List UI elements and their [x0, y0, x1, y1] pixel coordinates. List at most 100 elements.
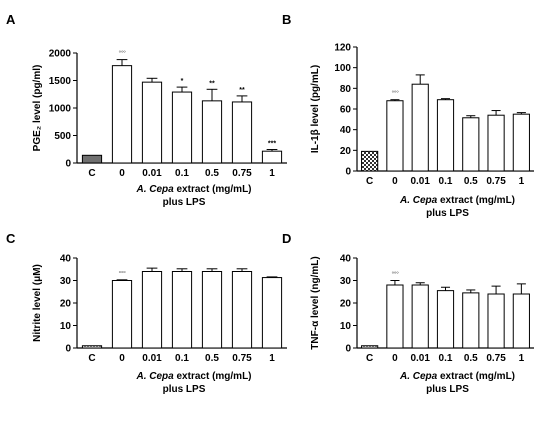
y-tick-label: 40 [60, 254, 72, 265]
x-tick-label: 0 [119, 353, 125, 364]
x-axis-label-unit: extract (mg/mL) [174, 184, 252, 195]
x-tick-label: 0.01 [142, 353, 162, 364]
significance-mark: °°° [119, 270, 127, 278]
y-tick-label: 2000 [49, 49, 72, 60]
x-axis-label-line2: plus LPS [426, 384, 469, 395]
y-tick-label: 20 [60, 299, 72, 310]
x-tick-label: C [88, 353, 95, 364]
significance-mark: ** [239, 87, 245, 94]
x-tick-label: 0.5 [464, 353, 478, 364]
panel-letter: A [6, 12, 16, 27]
bar-1 [512, 293, 530, 349]
y-tick-label: 10 [340, 321, 352, 332]
bar-0.1 [436, 290, 455, 349]
y-tick-label: 40 [340, 125, 352, 136]
x-axis-label-unit: extract (mg/mL) [174, 371, 252, 382]
bar-0 [386, 100, 404, 172]
bar-1 [261, 150, 283, 164]
x-tick-label: 0.1 [439, 176, 453, 187]
significance-mark: °°° [391, 90, 399, 98]
x-axis-label-species: A. Cepa [399, 195, 438, 206]
y-tick-label: 0 [65, 344, 71, 355]
x-axis-label-line2: plus LPS [163, 384, 206, 395]
bar-0.01 [141, 271, 163, 349]
significance-mark: ** [209, 80, 215, 87]
x-tick-label: 0.5 [205, 168, 219, 179]
x-axis-label-unit: extract (mg/mL) [437, 371, 515, 382]
y-axis-label: Nitrite level (μM) [32, 264, 43, 342]
y-tick-label: 0 [345, 167, 351, 178]
bar-0.75 [487, 114, 505, 172]
bar-0.75 [231, 271, 253, 349]
bar-0 [111, 65, 133, 164]
x-tick-label: 0 [119, 168, 125, 179]
x-axis-label-species: A. Cepa [135, 371, 174, 382]
y-axis-label: PGE₂ level (pg/ml) [32, 65, 43, 152]
x-tick-label: 0 [392, 176, 398, 187]
y-tick-label: 30 [60, 276, 72, 287]
y-tick-label: 100 [334, 63, 351, 74]
y-tick-label: 120 [334, 43, 351, 54]
significance-mark: °°° [119, 50, 127, 58]
x-axis-label: A. Cepa extract (mg/mL) [135, 184, 251, 195]
y-tick-label: 500 [54, 131, 71, 142]
significance-mark: *** [268, 141, 276, 148]
x-tick-label: 1 [519, 353, 525, 364]
x-tick-label: 0.75 [486, 353, 506, 364]
x-axis-label-line2: plus LPS [426, 208, 469, 219]
y-tick-label: 0 [65, 159, 71, 170]
panel-letter: B [282, 12, 291, 27]
x-tick-label: 0.75 [486, 176, 506, 187]
x-tick-label: C [366, 353, 373, 364]
y-axis-label: IL-1β level (pg/mL) [310, 65, 321, 153]
x-axis-label: A. Cepa extract (mg/mL) [135, 371, 251, 382]
bar-0.75 [231, 101, 253, 164]
x-axis-label: A. Cepa extract (mg/mL) [399, 371, 515, 382]
x-tick-label: 0.1 [175, 353, 189, 364]
panel-b: B 0 20 40 60 80 100 120 IL-1β level (pg/mL) C °°° 0… [282, 12, 534, 219]
bar-C [361, 345, 379, 349]
panel-letter: C [6, 231, 16, 246]
y-tick-label: 0 [345, 344, 351, 355]
y-tick-label: 20 [340, 146, 352, 157]
panel-d: D 0 10 20 30 40 TNF-α level (ng/mL) C °°° 0 0.01 0.… [282, 231, 534, 395]
bar-0.01 [141, 81, 163, 164]
x-tick-label: 0.75 [232, 353, 252, 364]
x-tick-label: 0.1 [175, 168, 189, 179]
x-axis-label: A. Cepa extract (mg/mL) [399, 195, 515, 206]
bar-0.5 [201, 271, 223, 349]
x-tick-label: C [88, 168, 95, 179]
y-tick-label: 1000 [49, 104, 72, 115]
x-tick-label: 0.75 [232, 168, 252, 179]
panel-letter: D [282, 231, 291, 246]
x-axis-label-species: A. Cepa [399, 371, 438, 382]
y-tick-label: 40 [340, 254, 352, 265]
y-tick-label: 30 [340, 276, 352, 287]
y-tick-label: 10 [60, 321, 72, 332]
bar-0.01 [411, 83, 429, 172]
bar-0 [386, 284, 404, 349]
bar-0.5 [201, 100, 223, 164]
x-tick-label: 0.1 [439, 353, 453, 364]
x-tick-label: 0 [392, 353, 398, 364]
bar-0.1 [171, 271, 193, 349]
bar-0.5 [462, 117, 480, 172]
panel-a: A 0 500 1000 1500 2000 PGE₂ level (pg/ml) C °°° 0… [6, 12, 287, 208]
y-tick-label: 1500 [49, 76, 72, 87]
panel-c: C 0 10 20 30 40 Nitrite level (μM) C °°° 0 0.01 0.1… [6, 231, 287, 395]
y-tick-label: 60 [340, 105, 352, 116]
x-tick-label: 0.01 [410, 353, 430, 364]
x-tick-label: 0.5 [464, 176, 478, 187]
significance-mark: * [181, 78, 184, 85]
bar-C [361, 150, 379, 172]
x-tick-label: 0.01 [142, 168, 162, 179]
x-axis-label-unit: extract (mg/mL) [437, 195, 515, 206]
x-axis-label-species: A. Cepa [135, 184, 174, 195]
x-tick-label: 1 [519, 176, 525, 187]
bar-0.75 [487, 293, 505, 349]
y-tick-label: 80 [340, 84, 352, 95]
bar-1 [261, 277, 283, 349]
x-tick-label: C [366, 176, 373, 187]
y-axis-label: TNF-α level (ng/mL) [310, 256, 321, 349]
